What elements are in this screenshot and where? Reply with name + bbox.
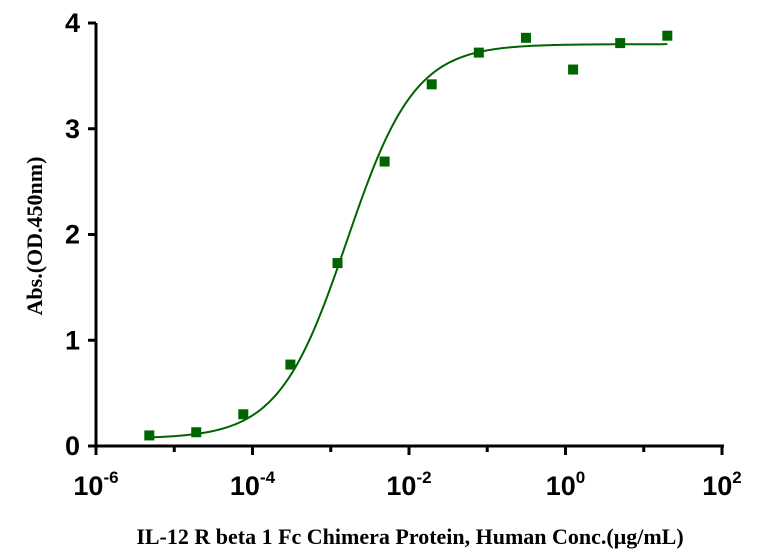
x-tick-label: 10-2: [386, 468, 431, 501]
data-point: [426, 79, 437, 90]
data-point: [473, 47, 484, 58]
data-point: [191, 427, 202, 438]
x-tick-labels: 10-6 10-4 10-2 100 102: [73, 468, 741, 501]
data-point: [285, 359, 296, 370]
x-tick-label: 10-4: [230, 468, 276, 501]
axes: [88, 21, 724, 455]
fit-curve: [149, 43, 668, 439]
y-tick-label: 3: [65, 114, 80, 144]
x-tick-label: 100: [546, 468, 586, 501]
y-tick-label: 2: [65, 220, 80, 250]
data-point: [615, 38, 626, 49]
x-axis-title: IL-12 R beta 1 Fc Chimera Protein, Human…: [136, 524, 683, 549]
x-tick-label: 10-6: [73, 468, 118, 501]
y-tick-label: 0: [65, 431, 80, 461]
data-point: [238, 409, 249, 420]
data-point: [568, 64, 579, 75]
y-axis-title: Abs.(OD.450nm): [22, 157, 47, 316]
y-tick-label: 4: [65, 8, 80, 38]
data-points: [144, 30, 673, 441]
x-tick-label: 102: [702, 468, 742, 501]
data-point: [520, 32, 531, 43]
data-point: [379, 156, 390, 167]
data-point: [144, 430, 155, 441]
data-point: [662, 30, 673, 41]
y-tick-labels: 0 1 2 3 4: [65, 8, 80, 461]
data-point: [332, 258, 343, 269]
y-tick-label: 1: [65, 325, 80, 355]
